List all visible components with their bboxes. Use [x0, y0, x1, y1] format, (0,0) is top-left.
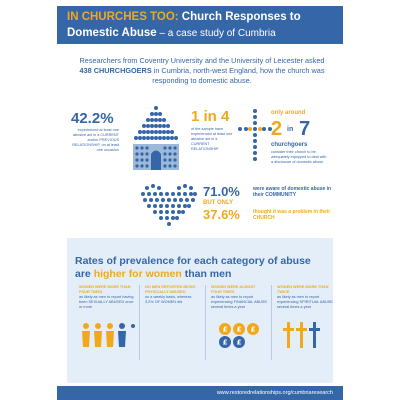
- column-head: WOMEN WERE MORE THAN FOUR TIMES: [79, 285, 131, 294]
- title-line-2: Domestic Abuse – a case study of Cumbria: [67, 27, 276, 39]
- pound-coins-icon: £ £ £ £ £: [219, 323, 259, 348]
- column-head: WOMEN WERE ALMOST FOUR TIMES: [211, 285, 256, 294]
- svg-text:£: £: [223, 339, 228, 347]
- svg-text:£: £: [237, 339, 242, 347]
- column-body: as likely as men to report experiencing …: [211, 295, 267, 309]
- stat-71-value: 71.0%: [203, 184, 240, 199]
- title-subtitle: – a case study of Cumbria: [156, 28, 276, 39]
- footer-bar: www.restoredrelationships.org/cumbriares…: [57, 386, 343, 400]
- stat-37-desc: thought it was a problem in their CHURCH: [253, 209, 331, 221]
- intro-text-2: in Cumbria, north-west England, how the …: [151, 66, 325, 85]
- stat-2-in-7-desc: consider their church to be adequately e…: [271, 150, 327, 164]
- column-body: on a weekly basis, whereas 3.2% OF WOMEN…: [145, 295, 192, 304]
- stat-two-value: 2: [271, 118, 283, 140]
- panel-title-text-1: Rates of prevalence for each category of…: [75, 255, 311, 280]
- stat-71-desc: were aware of domestic abuse in their CO…: [253, 186, 332, 198]
- column-financial-abuse: WOMEN WERE ALMOST FOUR TIMES as likely a…: [211, 285, 267, 365]
- heart-people-icon: [141, 184, 197, 226]
- column-divider: [205, 285, 206, 360]
- infographic-poster: IN CHURCHES TOO: Church Responses to Dom…: [57, 0, 343, 400]
- stat-only-around: only around: [271, 110, 306, 116]
- panel-title-highlight: higher for women: [93, 268, 182, 280]
- svg-text:£: £: [223, 326, 228, 334]
- column-head: WOMEN WERE MORE THAN TWICE: [277, 285, 329, 294]
- stat-42-value: 42.2%: [71, 110, 114, 127]
- column-sexual-abuse: WOMEN WERE MORE THAN FOUR TIMES as likel…: [79, 285, 135, 365]
- people-figures-icon: [82, 323, 135, 347]
- stat-seven-value: 7: [299, 118, 311, 140]
- intro-highlight: 438 CHURCHGOERS: [79, 66, 152, 75]
- column-head: No men reported being PHYSICALLY ABUSED: [145, 285, 196, 294]
- stat-1-in-4-value: 1 in 4: [191, 108, 230, 125]
- footer-url-link[interactable]: www.restoredrelationships.org/cumbriares…: [216, 390, 333, 396]
- panel-title: Rates of prevalence for each category of…: [75, 255, 315, 281]
- church-people-icon: [133, 106, 179, 170]
- prevalence-panel: [67, 238, 333, 383]
- svg-text:£: £: [237, 326, 242, 334]
- stat-42-desc: experienced at least one abusive act in …: [72, 128, 119, 152]
- intro-paragraph: Researchers from Coventry University and…: [77, 56, 327, 86]
- title-banner: IN CHURCHES TOO: Church Responses to Dom…: [57, 6, 343, 44]
- panel-title-text-2: than men: [181, 268, 232, 280]
- stat-but-only: BUT ONLY: [203, 200, 234, 206]
- title-main: Church Responses to: [181, 11, 301, 23]
- stat-in-word: in: [287, 126, 294, 133]
- column-body: as likely as men to report experiencing …: [277, 295, 333, 309]
- crosses-icon: [283, 322, 320, 348]
- title-domestic-abuse: Domestic Abuse: [67, 27, 157, 39]
- column-divider: [271, 285, 272, 360]
- column-divider: [139, 285, 140, 360]
- stat-churchgoers: churchgoers: [271, 142, 308, 148]
- stat-37-value: 37.6%: [203, 207, 240, 222]
- column-spiritual-abuse: WOMEN WERE MORE THAN TWICE as likely as …: [277, 285, 333, 365]
- column-physical-abuse: No men reported being PHYSICALLY ABUSED …: [145, 285, 201, 365]
- svg-text:£: £: [251, 326, 256, 334]
- cross-people-icon: [238, 109, 272, 161]
- title-accent: IN CHURCHES TOO:: [67, 11, 182, 23]
- column-body: as likely as men to report having been S…: [79, 295, 134, 309]
- stat-1-in-4-desc: of the sample have experienced at least …: [191, 127, 233, 151]
- title-line-1: IN CHURCHES TOO: Church Responses to: [67, 11, 301, 23]
- intro-text-1: Researchers from Coventry University and…: [79, 56, 325, 65]
